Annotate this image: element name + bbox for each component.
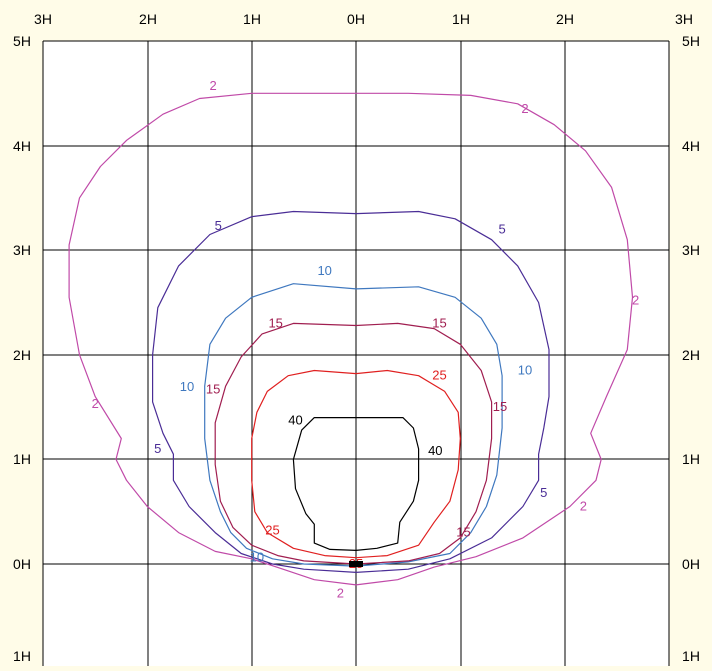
contour-label-15: 15 <box>268 315 282 330</box>
contour-label-10: 10 <box>317 263 331 278</box>
x-tick-label: 3H <box>675 11 693 27</box>
y-tick-label-left: 3H <box>13 242 31 258</box>
y-tick-label-right: 1H <box>682 451 700 467</box>
contour-label-10: 10 <box>180 379 194 394</box>
contour-label-2: 2 <box>209 78 216 93</box>
contour-label-5: 5 <box>215 218 222 233</box>
contour-label-15: 15 <box>493 399 507 414</box>
y-tick-label-left: 0H <box>13 556 31 572</box>
y-tick-label-right: 5H <box>682 33 700 49</box>
y-tick-label-left: 1H <box>13 451 31 467</box>
y-tick-label-left: 2H <box>13 347 31 363</box>
contour-label-2: 2 <box>337 585 344 600</box>
contour-label-15: 15 <box>206 381 220 396</box>
x-tick-label: 3H <box>34 11 52 27</box>
contour-label-2: 2 <box>92 396 99 411</box>
x-tick-label: 1H <box>243 11 261 27</box>
contour-label-2: 2 <box>521 101 528 116</box>
contour-label-15: 15 <box>456 525 470 540</box>
y-tick-label-left: 5H <box>13 33 31 49</box>
x-tick-label: 2H <box>139 11 157 27</box>
contour-label-25: 25 <box>265 523 279 538</box>
x-tick-label: 1H <box>452 11 470 27</box>
contour-label-10: 10 <box>518 363 532 378</box>
y-tick-label-right: 0H <box>682 556 700 572</box>
contour-label-2: 2 <box>632 292 639 307</box>
y-tick-label-right: 3H <box>682 242 700 258</box>
y-tick-label-right: 4H <box>682 138 700 154</box>
x-tick-label: 2H <box>556 11 574 27</box>
x-tick-label: 0H <box>347 11 365 27</box>
contour-label-15: 15 <box>432 315 446 330</box>
contour-label-10: 10 <box>250 550 264 565</box>
y-tick-label-left: 1H <box>13 648 31 664</box>
contour-label-5: 5 <box>498 221 505 236</box>
luminaire-marker-icon <box>349 561 363 567</box>
contour-label-5: 5 <box>540 485 547 500</box>
contour-label-25: 25 <box>432 368 446 383</box>
contour-label-2: 2 <box>580 499 587 514</box>
contour-label-40: 40 <box>288 413 302 428</box>
y-tick-label-right: 1H <box>682 648 700 664</box>
y-tick-label-right: 2H <box>682 347 700 363</box>
y-tick-label-left: 4H <box>13 138 31 154</box>
contour-label-5: 5 <box>154 441 161 456</box>
contour-label-40: 40 <box>428 443 442 458</box>
